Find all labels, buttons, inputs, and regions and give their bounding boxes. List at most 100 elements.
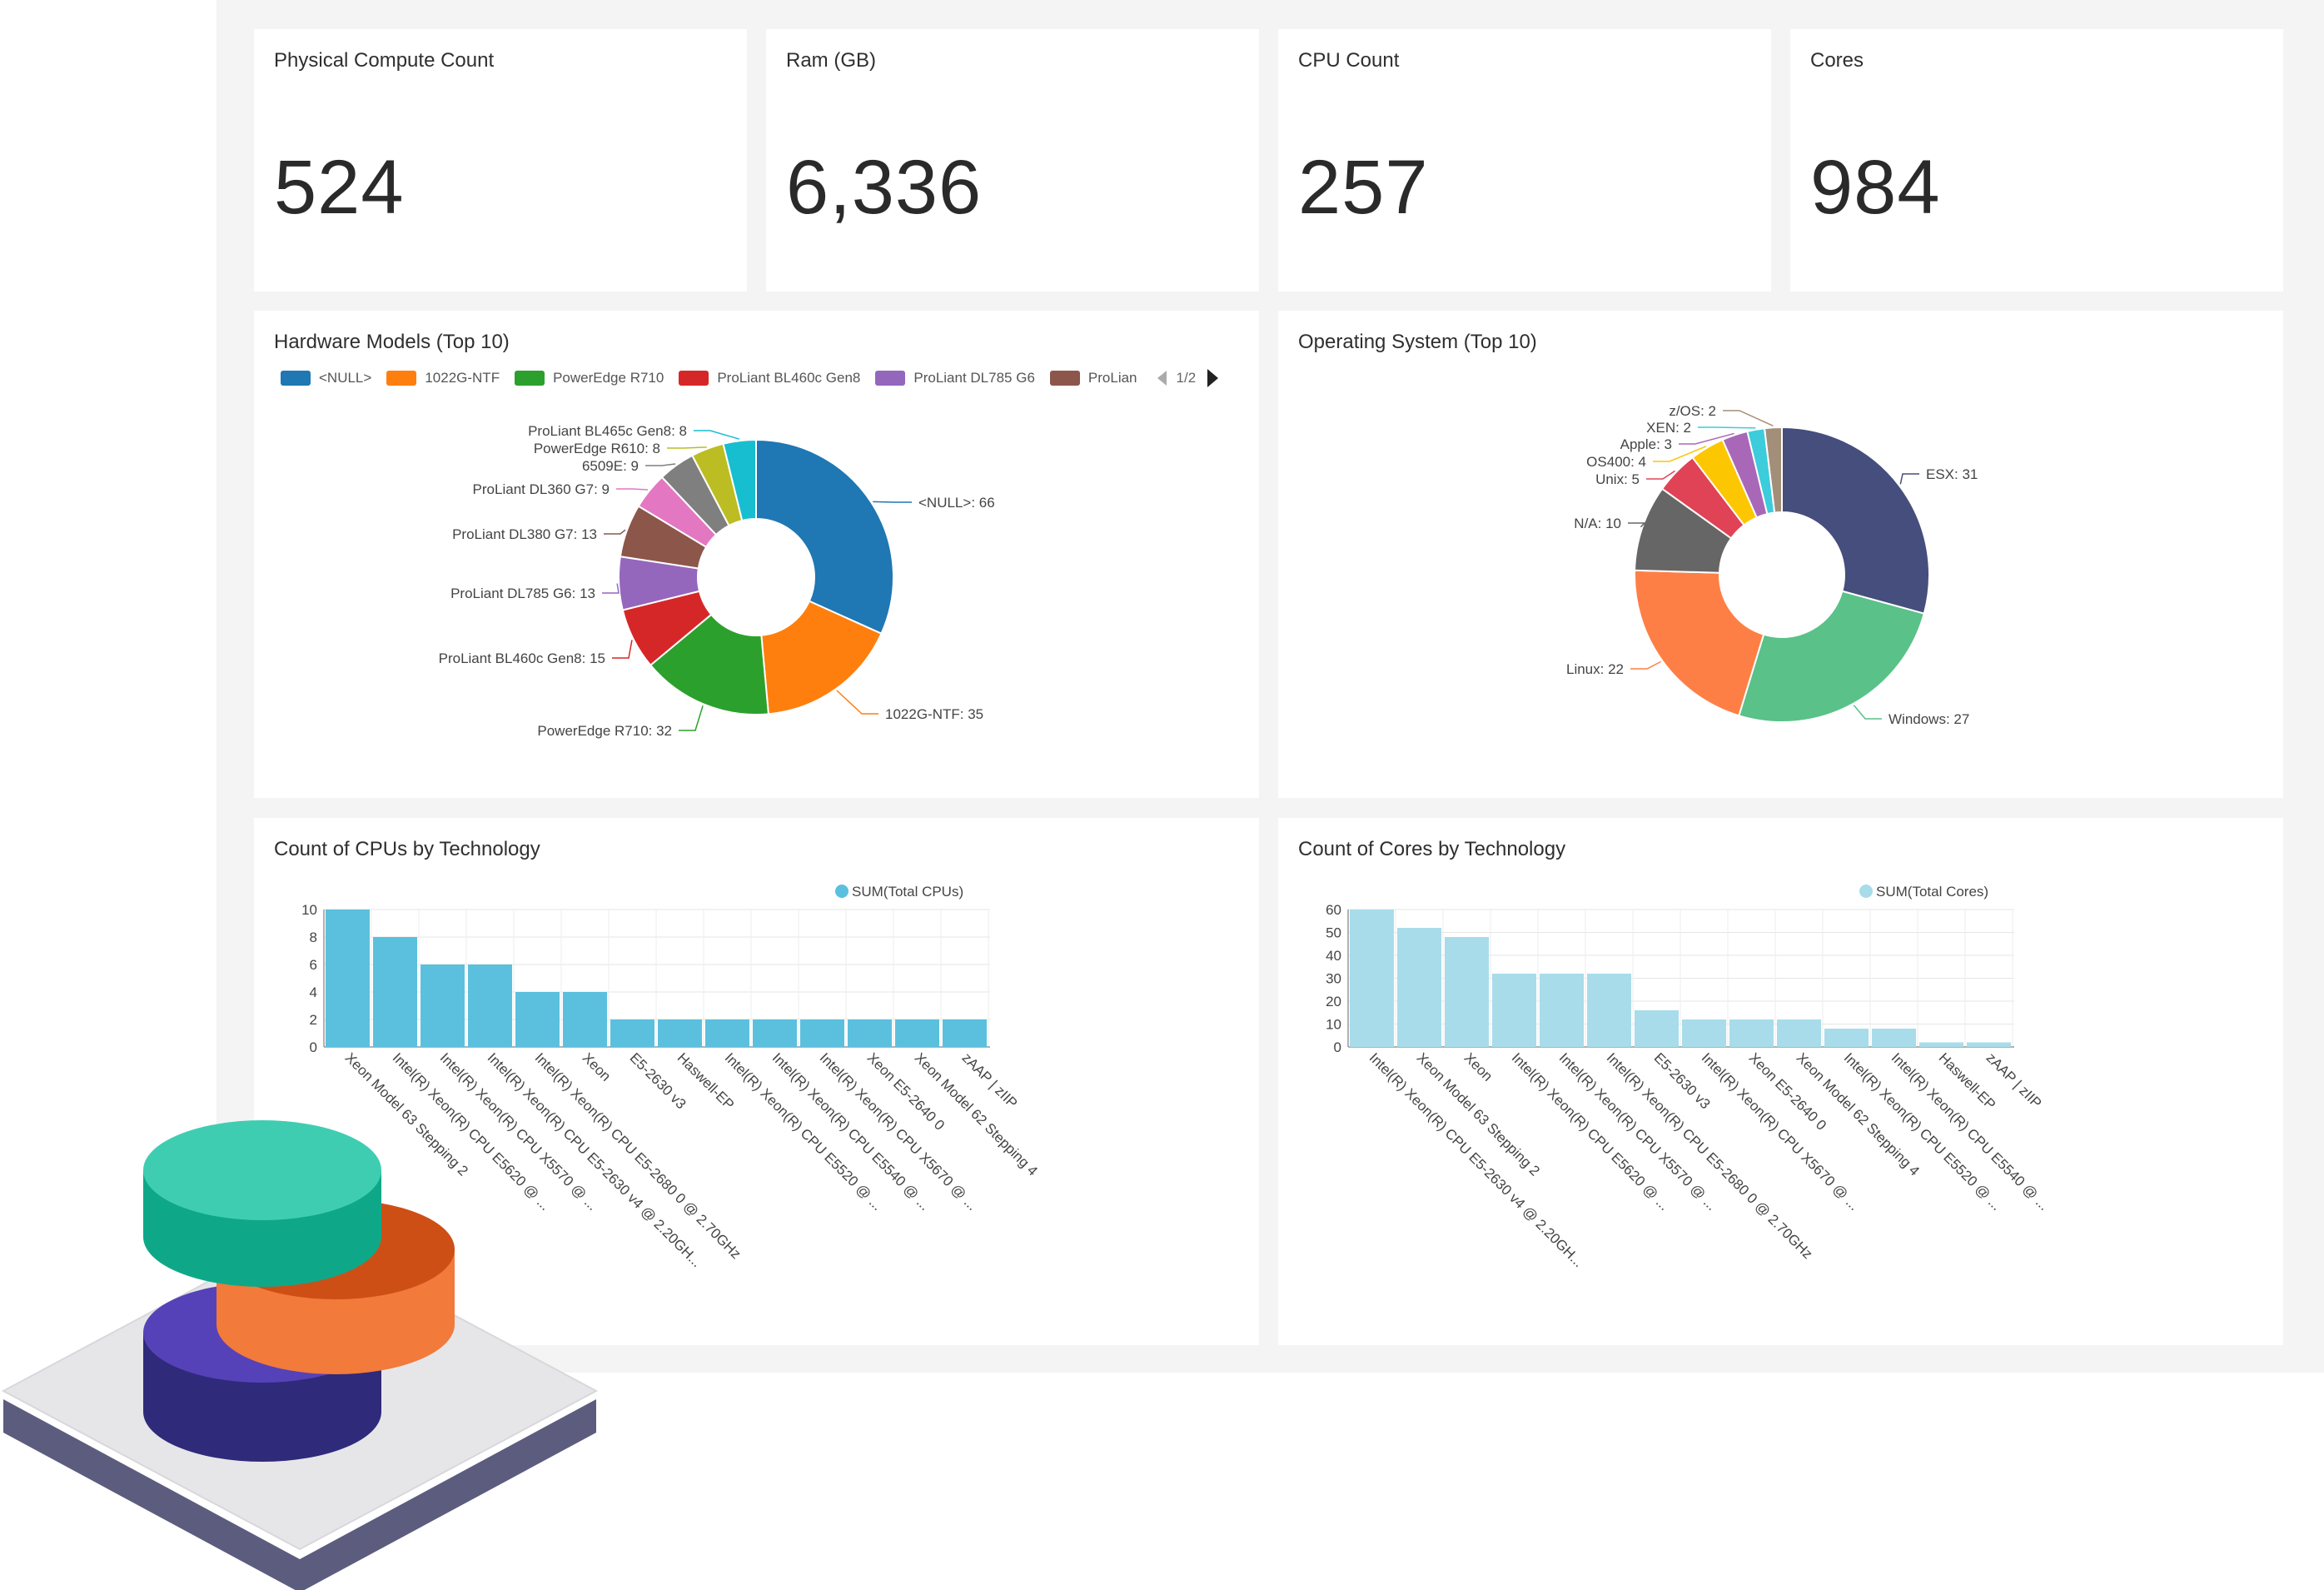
legend-dot [835, 885, 848, 898]
legend-next-icon[interactable] [1207, 369, 1219, 387]
bar[interactable] [610, 1019, 654, 1047]
y-tick-label: 20 [1326, 994, 1341, 1009]
green-cylinder [143, 1120, 381, 1287]
bar[interactable] [1824, 1029, 1869, 1047]
x-tick-label: Xeon [580, 1049, 615, 1084]
data-label: 1022G-NTF: 35 [885, 706, 983, 722]
bar[interactable] [1492, 974, 1536, 1047]
data-label: XEN: 2 [1646, 420, 1691, 436]
donut-slice[interactable] [1781, 426, 1930, 615]
legend-label: PowerEdge R710 [553, 370, 664, 386]
kpi-card-cores: Cores 984 [1790, 29, 2283, 292]
y-tick-label: 10 [301, 902, 317, 918]
chart-title: Count of CPUs by Technology [274, 838, 540, 860]
legend-item[interactable]: ProLiant BL460c Gen8 [679, 370, 860, 386]
data-label: PowerEdge R710: 32 [537, 723, 672, 739]
leader-line [1653, 446, 1707, 462]
y-tick-label: 60 [1326, 902, 1341, 918]
bar[interactable] [421, 964, 465, 1047]
data-label: ProLiant DL360 G7: 9 [473, 481, 610, 497]
legend-dot [1859, 885, 1873, 898]
chart-title: Hardware Models (Top 10) [274, 331, 510, 353]
bar[interactable] [1777, 1019, 1821, 1047]
leader-line [1630, 660, 1661, 670]
bar[interactable] [848, 1019, 892, 1047]
bar[interactable] [1682, 1019, 1726, 1047]
os-donut-chart: ESX: 31 Windows: 27 Linux: 22 N/A: 10 Unix: … [1566, 403, 1978, 727]
leader-line [602, 583, 620, 594]
bar[interactable] [326, 910, 370, 1047]
data-label: OS400: 4 [1586, 454, 1646, 470]
hardware-models-card: Hardware Models (Top 10) <NULL> 1022G-NTF… [254, 311, 1259, 798]
legend-item[interactable]: ProLiant DL785 G6 [875, 370, 1035, 386]
bar[interactable] [658, 1019, 702, 1047]
legend-item[interactable]: PowerEdge R710 [515, 370, 664, 386]
data-label: Unix: 5 [1595, 471, 1640, 487]
y-tick-label: 0 [310, 1039, 317, 1055]
bar[interactable] [563, 992, 607, 1047]
legend-label: ProLiant DL785 G6 [913, 370, 1035, 386]
kpi-value: 984 [1810, 145, 1941, 230]
legend-item[interactable]: 1022G-NTF [386, 370, 500, 386]
legend-label: SUM(Total Cores) [1876, 884, 1988, 900]
bar[interactable] [705, 1019, 749, 1047]
donut-slice[interactable] [722, 438, 757, 522]
leader-line [612, 640, 633, 659]
bar[interactable] [1872, 1029, 1916, 1047]
data-label: PowerEdge R610: 8 [534, 441, 660, 456]
legend-prev-icon[interactable] [1157, 371, 1167, 386]
kpi-card-physical-compute: Physical Compute Count 524 [254, 29, 747, 292]
y-tick-label: 8 [310, 930, 317, 945]
donut-slice[interactable] [1763, 426, 1783, 514]
chart-title: Operating System (Top 10) [1298, 331, 1537, 353]
bar[interactable] [1397, 928, 1441, 1047]
leader-line [616, 488, 649, 491]
kpi-title: Cores [1810, 49, 1864, 72]
legend-item[interactable]: ProLian [1049, 370, 1137, 386]
y-tick-label: 6 [310, 957, 317, 973]
donut-slice[interactable] [1738, 590, 1925, 723]
legend-item[interactable]: <NULL> [281, 370, 371, 386]
bar[interactable] [753, 1019, 797, 1047]
data-label: 6509E: 9 [582, 458, 639, 474]
legend-label: SUM(Total CPUs) [852, 884, 963, 900]
bar[interactable] [468, 964, 512, 1047]
leader-line [1679, 432, 1734, 445]
bar[interactable] [373, 937, 417, 1047]
bar[interactable] [1967, 1042, 2011, 1048]
bar[interactable] [895, 1019, 939, 1047]
data-label: N/A: 10 [1574, 516, 1621, 531]
y-tick-label: 0 [1334, 1039, 1341, 1055]
donut-slice[interactable] [755, 438, 894, 636]
y-tick-label: 30 [1326, 971, 1341, 987]
legend-swatch [515, 371, 545, 386]
bar[interactable] [943, 1019, 987, 1047]
legend-swatch [1049, 371, 1080, 386]
legend-pager: 1/2 [1157, 369, 1219, 387]
donut-slice[interactable] [1634, 569, 1765, 717]
bar[interactable] [1919, 1042, 1963, 1048]
legend-swatch [386, 371, 417, 386]
data-label: Windows: 27 [1889, 711, 1969, 727]
kpi-value: 257 [1298, 145, 1429, 230]
data-label: ProLiant DL785 G6: 13 [450, 586, 595, 601]
bar[interactable] [800, 1019, 844, 1047]
bar[interactable] [1635, 1010, 1679, 1047]
x-tick-label: Xeon [1461, 1049, 1496, 1084]
bar[interactable] [1587, 974, 1631, 1047]
donut-slice[interactable] [760, 600, 883, 715]
leader-line [1853, 705, 1882, 720]
legend-label: ProLiant BL460c Gen8 [717, 370, 861, 386]
data-label: Linux: 22 [1566, 661, 1624, 677]
kpi-title: Physical Compute Count [274, 49, 495, 72]
y-tick-label: 40 [1326, 948, 1341, 964]
bar[interactable] [1445, 937, 1489, 1047]
y-tick-label: 10 [1326, 1017, 1341, 1033]
donut-slice[interactable] [649, 613, 770, 715]
bar[interactable] [1350, 910, 1394, 1047]
bar[interactable] [1540, 974, 1584, 1047]
bar[interactable] [515, 992, 560, 1047]
kpi-value: 6,336 [786, 145, 983, 230]
bar[interactable] [1729, 1019, 1774, 1047]
